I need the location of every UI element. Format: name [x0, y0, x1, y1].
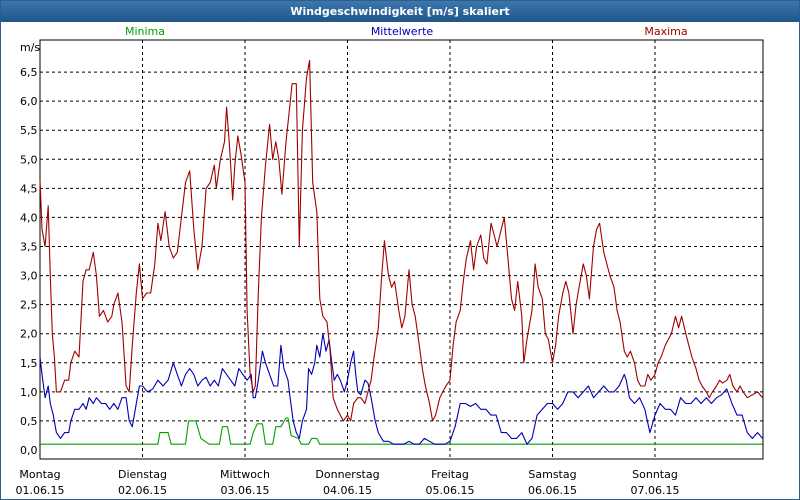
y-tick-label: 6,5: [20, 66, 38, 79]
x-axis: Montag 01.06.15 Dienstag 02.06.15 Mittwoch 03…: [16, 468, 680, 497]
y-tick-label: 1,0: [20, 386, 38, 399]
legend-item-mittelwerte: Mittelwerte: [371, 25, 434, 38]
series-line-mittelwerte: [39, 333, 764, 445]
y-tick-label: 1,5: [20, 357, 38, 370]
x-tick-day: Mittwoch: [220, 468, 270, 481]
x-tick-day: Freitag: [431, 468, 469, 481]
y-tick-label: 3,0: [20, 270, 38, 283]
y-tick-label: 5,0: [20, 153, 38, 166]
window-title: Windgeschwindigkeit [m/s] skaliert: [1, 1, 799, 22]
series-line-minima: [40, 417, 763, 445]
series-line-maxima: [39, 59, 764, 422]
y-tick-label: 0,5: [20, 415, 38, 428]
y-tick-label: 4,5: [20, 182, 38, 195]
x-tick-date: 02.06.15: [118, 484, 167, 497]
x-tick-day: Donnerstag: [315, 468, 379, 481]
y-tick-label: 2,5: [20, 299, 38, 312]
x-tick-day: Montag: [19, 468, 60, 481]
y-tick-label: 0,0: [20, 444, 38, 457]
x-tick-date: 04.06.15: [323, 484, 372, 497]
legend-item-minima: Minima: [125, 25, 165, 38]
y-tick-label: 2,0: [20, 328, 38, 341]
plot-area: [39, 39, 764, 460]
x-tick-date: 05.06.15: [426, 484, 475, 497]
y-tick-label: 4,0: [20, 211, 38, 224]
x-tick-date: 06.06.15: [528, 484, 577, 497]
grid-lines: [40, 40, 763, 459]
x-tick-date: 03.06.15: [221, 484, 270, 497]
series-lines: [39, 59, 764, 445]
y-axis: m/s 0,0 0,5 1,0 1,5 2,0 2,5 3,0 3,5 4,0 4,5 5,0 5,5…: [20, 41, 40, 457]
y-tick-label: 3,5: [20, 241, 38, 254]
y-axis-label: m/s: [20, 41, 40, 54]
legend-item-maxima: Maxima: [644, 25, 687, 38]
x-tick-day: Dienstag: [118, 468, 167, 481]
x-tick-date: 01.06.15: [16, 484, 65, 497]
x-tick-date: 07.06.15: [631, 484, 680, 497]
y-tick-label: 6,0: [20, 95, 38, 108]
legend: Minima Mittelwerte Maxima: [125, 25, 688, 38]
x-tick-day: Sonntag: [632, 468, 678, 481]
x-tick-day: Samstag: [528, 468, 576, 481]
y-tick-label: 5,5: [20, 124, 38, 137]
